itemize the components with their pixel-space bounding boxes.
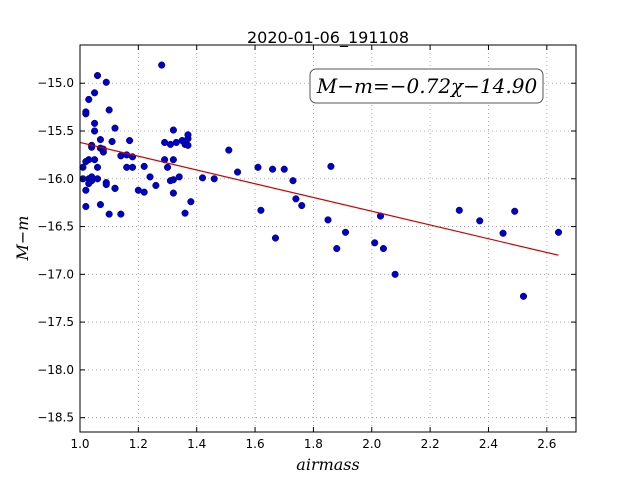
data-point [163,163,172,171]
x-tick-label: 2.6 [537,437,556,451]
data-point [519,292,528,300]
data-point [269,165,277,173]
fit-equation-frame [309,68,544,104]
data-point [108,137,116,146]
data-point [102,180,110,189]
data-point [85,180,93,188]
x-tick-label: 2.2 [421,437,440,451]
data-point [169,126,177,134]
data-point [93,72,102,80]
data-point [105,210,113,218]
x-tick-label: 1.8 [304,437,323,451]
data-point [91,89,99,97]
data-point [324,216,332,224]
data-point [187,198,195,206]
fit-equation-text: M−m=−0.72χ−14.90 [316,74,538,98]
chart-title: 2020-01-06_191108 [247,28,409,48]
data-point [371,239,379,247]
y-axis-label: M−m [13,216,32,262]
y-tick-label: −16.5 [37,220,74,234]
data-point [85,95,93,104]
data-point [298,201,306,210]
data-point [234,168,242,176]
data-point [158,61,166,69]
data-point [140,162,148,170]
plot-frame [79,44,577,433]
data-point [169,189,177,197]
x-tick-label: 1.2 [129,437,148,451]
data-point [96,201,104,209]
x-axis-label: airmass [296,455,359,474]
data-point [82,158,90,166]
data-point [105,106,113,114]
data-point [93,163,102,171]
data-point [210,175,218,183]
data-point [117,210,125,218]
data-point [181,209,189,217]
data-point [117,152,125,160]
data-point [169,176,177,184]
y-tick-label: −17.5 [37,315,74,329]
data-point [257,206,265,214]
data-point [198,174,207,182]
data-point [511,207,519,215]
data-point [82,108,90,116]
data-point [391,270,399,278]
data-point [111,124,119,132]
data-point [128,163,137,171]
data-point [111,184,119,192]
y-tick-label: −18.5 [37,411,74,425]
data-point [476,217,484,225]
fit-equation-box: M−m=−0.72χ−14.90 [309,68,544,104]
data-point [96,136,104,144]
x-tick-label: 1.0 [70,437,89,451]
data-point [379,244,387,253]
data-point [102,78,110,86]
data-point [327,162,335,170]
data-point [280,165,288,173]
y-tick-label: −15.5 [37,124,74,138]
data-point [140,188,148,196]
data-point [455,206,463,214]
y-tick-label: −18.0 [37,363,74,377]
data-point [184,141,192,149]
data-point [82,202,90,211]
data-point [93,175,102,183]
data-point [175,173,183,181]
data-point [146,173,154,181]
data-point [341,228,350,236]
y-tick-label: −17.0 [37,267,74,281]
x-tick-label: 1.6 [246,437,265,451]
data-point [184,131,192,139]
x-tick-label: 1.4 [187,437,206,451]
data-point [91,127,99,135]
data-point [91,119,99,127]
data-point [292,195,300,203]
data-point [254,163,262,171]
x-tick-label: 2.0 [362,437,381,451]
data-point [289,177,297,185]
data-point [126,137,134,145]
data-point [82,186,90,194]
data-point [271,234,280,242]
data-point [554,228,563,236]
y-tick-label: −16.0 [37,172,74,186]
data-point [333,244,341,253]
data-point [152,181,160,190]
data-point [225,146,233,154]
x-tick-label: 2.4 [479,437,498,451]
fit-line [79,141,559,256]
data-point [499,229,507,237]
y-tick-label: −15.0 [37,76,74,90]
data-point [169,156,177,164]
data-point [91,156,99,164]
plot-series [79,61,563,300]
ticks: 1.0 1.2 1.4 1.6 1.8 2.0 2.2 2.4 2.6 −15.0 −15.5 −16… [37,45,576,451]
